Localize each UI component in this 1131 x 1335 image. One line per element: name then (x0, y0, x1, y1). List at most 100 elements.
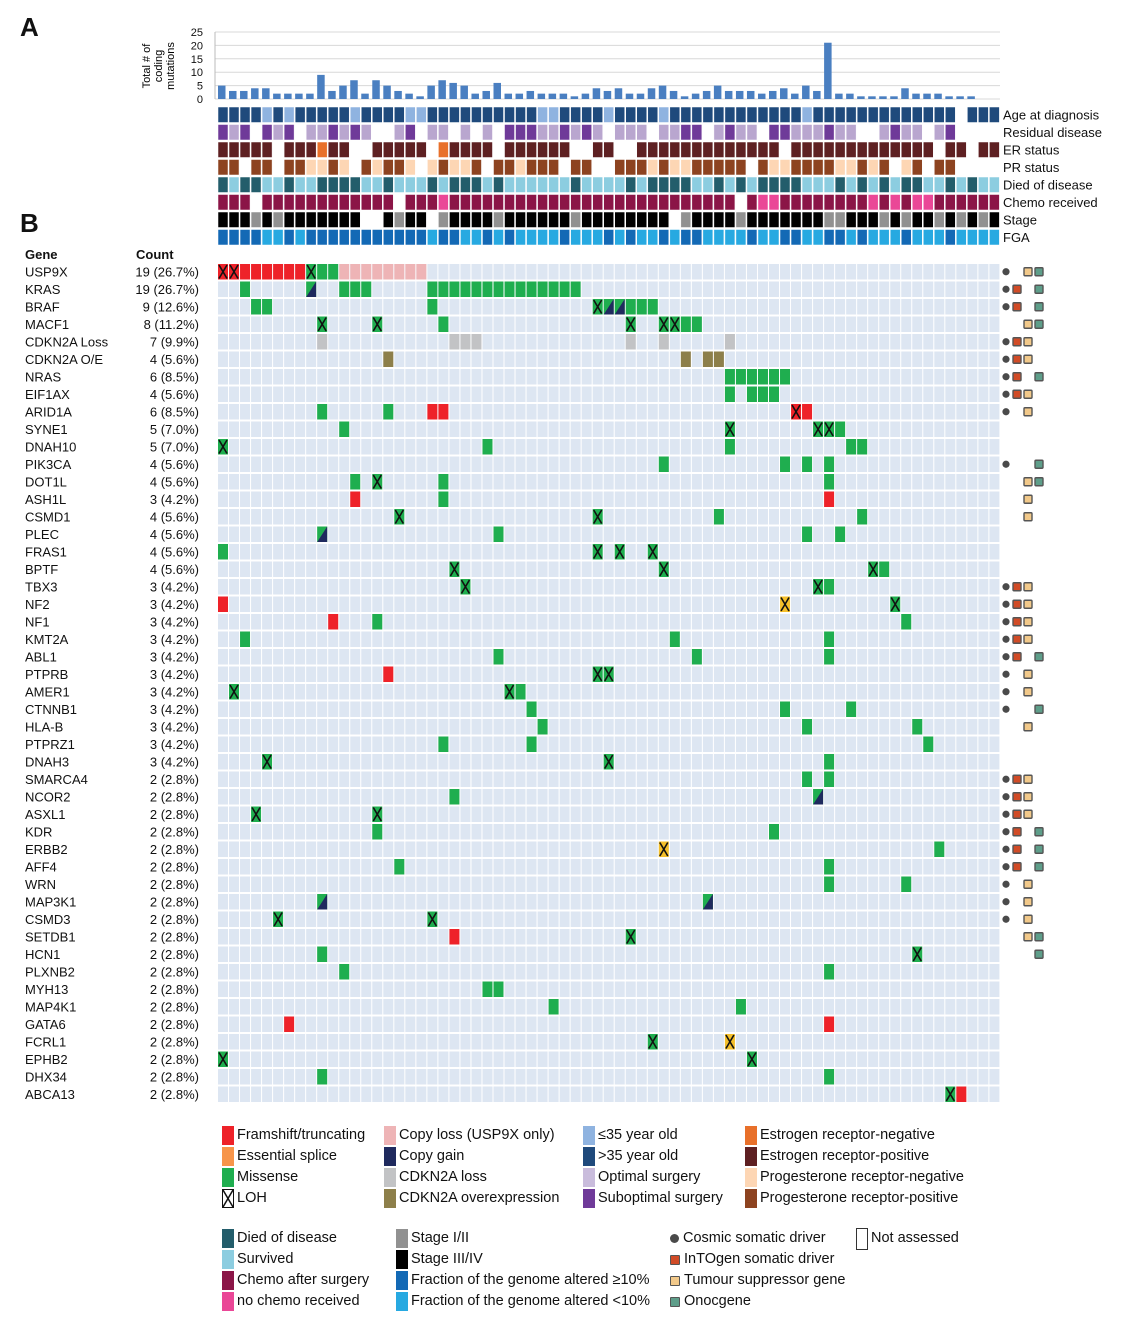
grid-cell (945, 876, 956, 892)
grid-cell (372, 719, 383, 735)
grid-cell (967, 1086, 978, 1102)
grid-cell (251, 1034, 262, 1050)
grid-cell (702, 806, 713, 822)
grid-cell (603, 981, 614, 997)
grid-cell (769, 579, 779, 595)
legend-label: Tumour suppressor gene (684, 1272, 846, 1288)
grid-cell (625, 264, 636, 280)
grid-cell (570, 684, 581, 700)
grid-cell (526, 631, 537, 647)
tumour-suppressor-icon (1023, 634, 1033, 644)
grid-cell (614, 386, 625, 402)
grid-cell (791, 876, 802, 892)
grid-cell (614, 719, 625, 735)
grid-cell (603, 1086, 614, 1102)
gene-count: 3 (4.2%) (150, 737, 199, 752)
grid-cell (669, 666, 680, 682)
loh-mark (945, 1087, 956, 1102)
grid-cell (581, 666, 592, 682)
grid-cell (218, 719, 228, 735)
grid-cell (691, 526, 702, 542)
track-cell (812, 229, 824, 246)
grid-cell (438, 789, 449, 805)
grid-cell (769, 946, 779, 962)
grid-cell (669, 981, 680, 997)
grid-cell (813, 736, 824, 752)
bar (735, 90, 744, 99)
track-cell (625, 211, 636, 228)
grid-cell (757, 334, 768, 350)
grid-cell (251, 579, 262, 595)
grid-cell (537, 789, 548, 805)
track-cell (878, 106, 890, 123)
intogen-driver-icon (1012, 634, 1022, 644)
loh-mark (504, 684, 515, 699)
grid-cell (570, 876, 581, 892)
grid-cell (735, 386, 746, 402)
grid-cell (372, 894, 383, 910)
mutation-cell (284, 264, 295, 280)
grid-cell (493, 894, 504, 910)
grid-cell (317, 386, 328, 402)
grid-cell (416, 684, 427, 700)
track-cell (856, 229, 868, 246)
grid-cell (416, 474, 427, 490)
loh-mark (394, 509, 405, 524)
grid-cell (460, 544, 471, 560)
grid-cell (746, 841, 757, 857)
loh-mark (273, 912, 283, 927)
grid-cell (273, 999, 284, 1015)
grid-cell (846, 946, 857, 962)
grid-cell (824, 719, 835, 735)
grid-cell (361, 1051, 372, 1067)
grid-cell (449, 1086, 460, 1102)
grid-cell (581, 789, 592, 805)
grid-cell (526, 946, 537, 962)
gene-name: CDKN2A Loss (25, 335, 109, 350)
grid-cell (780, 1086, 791, 1102)
grid-cell (339, 614, 350, 630)
track-cell (548, 124, 559, 141)
mutation-cell (746, 386, 757, 402)
grid-cell (570, 421, 581, 437)
grid-cell (923, 666, 934, 682)
grid-cell (802, 876, 813, 892)
grid-cell (394, 736, 405, 752)
grid-cell (857, 929, 868, 945)
grid-cell (251, 859, 262, 875)
mutation-cell (780, 456, 791, 472)
bar (361, 93, 369, 99)
grid-cell (515, 1016, 526, 1032)
mutation-cell (482, 281, 493, 297)
grid-cell (647, 439, 658, 455)
grid-cell (735, 701, 746, 717)
grid-cell (857, 806, 868, 822)
grid-cell (405, 1034, 416, 1050)
grid-cell (901, 824, 912, 840)
grid-cell (901, 474, 912, 490)
loh-mark (427, 912, 438, 927)
grid-cell (702, 999, 713, 1015)
grid-cell (835, 386, 846, 402)
grid-cell (713, 736, 724, 752)
grid-cell (669, 684, 680, 700)
grid-cell (746, 544, 757, 560)
oncogene-icon (1034, 704, 1044, 714)
grid-cell (923, 789, 934, 805)
track-cell (250, 106, 262, 123)
grid-cell (603, 474, 614, 490)
grid-cell (328, 596, 339, 612)
legend-item: Progesterone receptor-negative (745, 1167, 964, 1188)
bar (537, 93, 546, 99)
grid-cell (923, 316, 934, 332)
grid-cell (515, 754, 526, 770)
bar (229, 90, 237, 99)
grid-cell (769, 789, 779, 805)
grid-cell (769, 841, 779, 857)
legend-column: Stage I/II Stage III/IV Fraction of the ge… (396, 1228, 650, 1312)
loh-mark (868, 562, 878, 577)
grid-cell (813, 911, 824, 927)
grid-cell (901, 1051, 912, 1067)
grid-cell (978, 684, 989, 700)
grid-cell (780, 404, 791, 420)
